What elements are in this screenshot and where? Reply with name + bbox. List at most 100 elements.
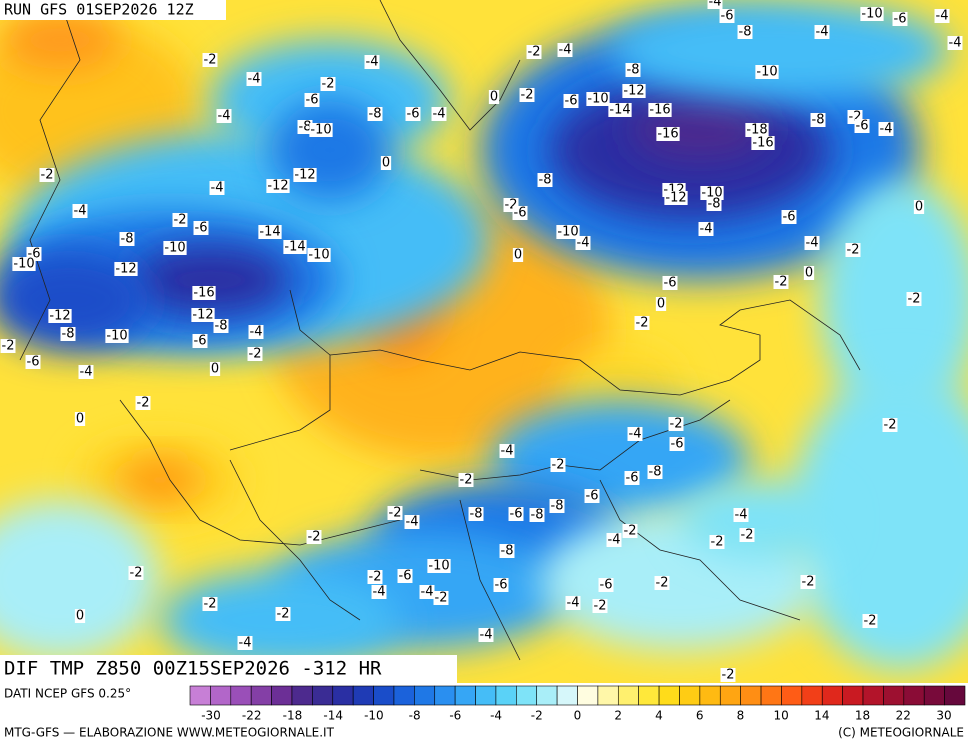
label-box: [128, 566, 144, 580]
label-box: [431, 107, 447, 121]
label-box: [803, 266, 815, 280]
contour-label: -4: [499, 444, 515, 459]
contour-label: -4: [404, 515, 420, 530]
contour-value: -2: [594, 599, 607, 614]
contour-value: -4: [248, 72, 261, 87]
label-box: [622, 84, 646, 98]
contour-value: -10: [164, 241, 185, 256]
label-box: [892, 12, 908, 26]
label-box: [537, 173, 553, 187]
contour-label: -8: [737, 25, 753, 40]
label-box: [512, 248, 524, 262]
contour-value: -10: [756, 65, 777, 80]
contour-label: -10: [105, 329, 129, 344]
label-box: [468, 507, 484, 521]
label-box: [499, 444, 515, 458]
contour-label: -2: [433, 591, 449, 606]
contour-label: -4: [878, 122, 894, 137]
contour-value: -4: [949, 36, 962, 51]
contour-value: -2: [741, 528, 754, 543]
contour-label: -8: [537, 173, 553, 188]
contour-label: -2: [800, 575, 816, 590]
label-box: [74, 412, 86, 426]
colorbar-tick-label: -14: [323, 709, 343, 723]
label-box: [810, 113, 826, 127]
label-box: [216, 109, 232, 123]
contour-label: 0: [655, 297, 667, 312]
contour-label: -6: [405, 107, 421, 122]
contour-value: -12: [49, 309, 70, 324]
label-box: [213, 319, 229, 333]
field-title: DIF TMP Z850 00Z15SEP2026 -312 HR: [4, 658, 382, 680]
label-box: [247, 347, 263, 361]
contour-value: -8: [470, 507, 483, 522]
contour-label: -4: [216, 109, 232, 124]
contour-value: -10: [587, 92, 608, 107]
colorbar-swatch: [536, 685, 558, 706]
field-blob: [0, 500, 160, 660]
contour-label: -6: [584, 489, 600, 504]
contour-label: -6: [598, 578, 614, 593]
label-box: [733, 508, 749, 522]
label-box: [669, 437, 685, 451]
contour-label: -2: [0, 339, 16, 354]
colorbar-tick-label: 0: [574, 709, 582, 723]
label-box: [854, 119, 870, 133]
label-box: [592, 599, 608, 613]
colorbar-tick-label: 8: [737, 709, 745, 723]
contour-label: -2: [668, 417, 684, 432]
contour-value: -6: [894, 12, 907, 27]
label-box: [598, 578, 614, 592]
contour-value: -12: [267, 179, 288, 194]
label-box: [478, 628, 494, 642]
label-box: [114, 262, 138, 276]
label-box: [192, 334, 208, 348]
contour-label: -10: [309, 123, 333, 138]
contour-label: -2: [906, 292, 922, 307]
contour-value: -10: [428, 559, 449, 574]
label-box: [608, 103, 632, 117]
label-box: [499, 544, 515, 558]
contour-value: -4: [608, 533, 621, 548]
contour-label: -6: [512, 206, 528, 221]
contour-value: -2: [204, 53, 217, 68]
contour-value: -4: [250, 325, 263, 340]
contour-value: -6: [626, 471, 639, 486]
colorbar-tick-label: 6: [696, 709, 704, 723]
label-box: [367, 107, 383, 121]
contour-label: -6: [563, 94, 579, 109]
contour-value: -16: [649, 103, 670, 118]
contour-value: -2: [2, 339, 15, 354]
contour-label: -10: [12, 257, 36, 272]
colorbar-tick-label: 14: [814, 709, 829, 723]
label-box: [862, 614, 878, 628]
label-box: [0, 339, 16, 353]
colorbar-swatch: [373, 685, 395, 706]
colorbar-swatch: [944, 685, 966, 706]
contour-label: -4: [804, 236, 820, 251]
label-box: [293, 168, 317, 182]
contour-label: 0: [74, 609, 86, 624]
borders: [19, 0, 861, 661]
contour-label: -10: [586, 92, 610, 107]
contour-label: -6: [508, 507, 524, 522]
label-box: [309, 123, 333, 137]
contour-label: -16: [648, 103, 672, 118]
colorbar-swatch: [638, 685, 660, 706]
colorbar-tick-label: 4: [655, 709, 663, 723]
colorbar-tick-label: -18: [283, 709, 303, 723]
label-box: [306, 530, 322, 544]
colorbar-swatch: [189, 685, 211, 706]
contour-value: -2: [130, 566, 143, 581]
contour-label: -4: [934, 9, 950, 24]
colorbar-swatch: [699, 685, 721, 706]
contour-label: -10: [307, 248, 331, 263]
label-box: [512, 206, 528, 220]
contour-value: 0: [76, 412, 84, 427]
label-box: [668, 417, 684, 431]
contour-label: -10: [700, 186, 724, 201]
label-box: [664, 191, 688, 205]
label-box: [878, 122, 894, 136]
contour-label: -8: [499, 544, 515, 559]
contour-value: -12: [623, 84, 644, 99]
